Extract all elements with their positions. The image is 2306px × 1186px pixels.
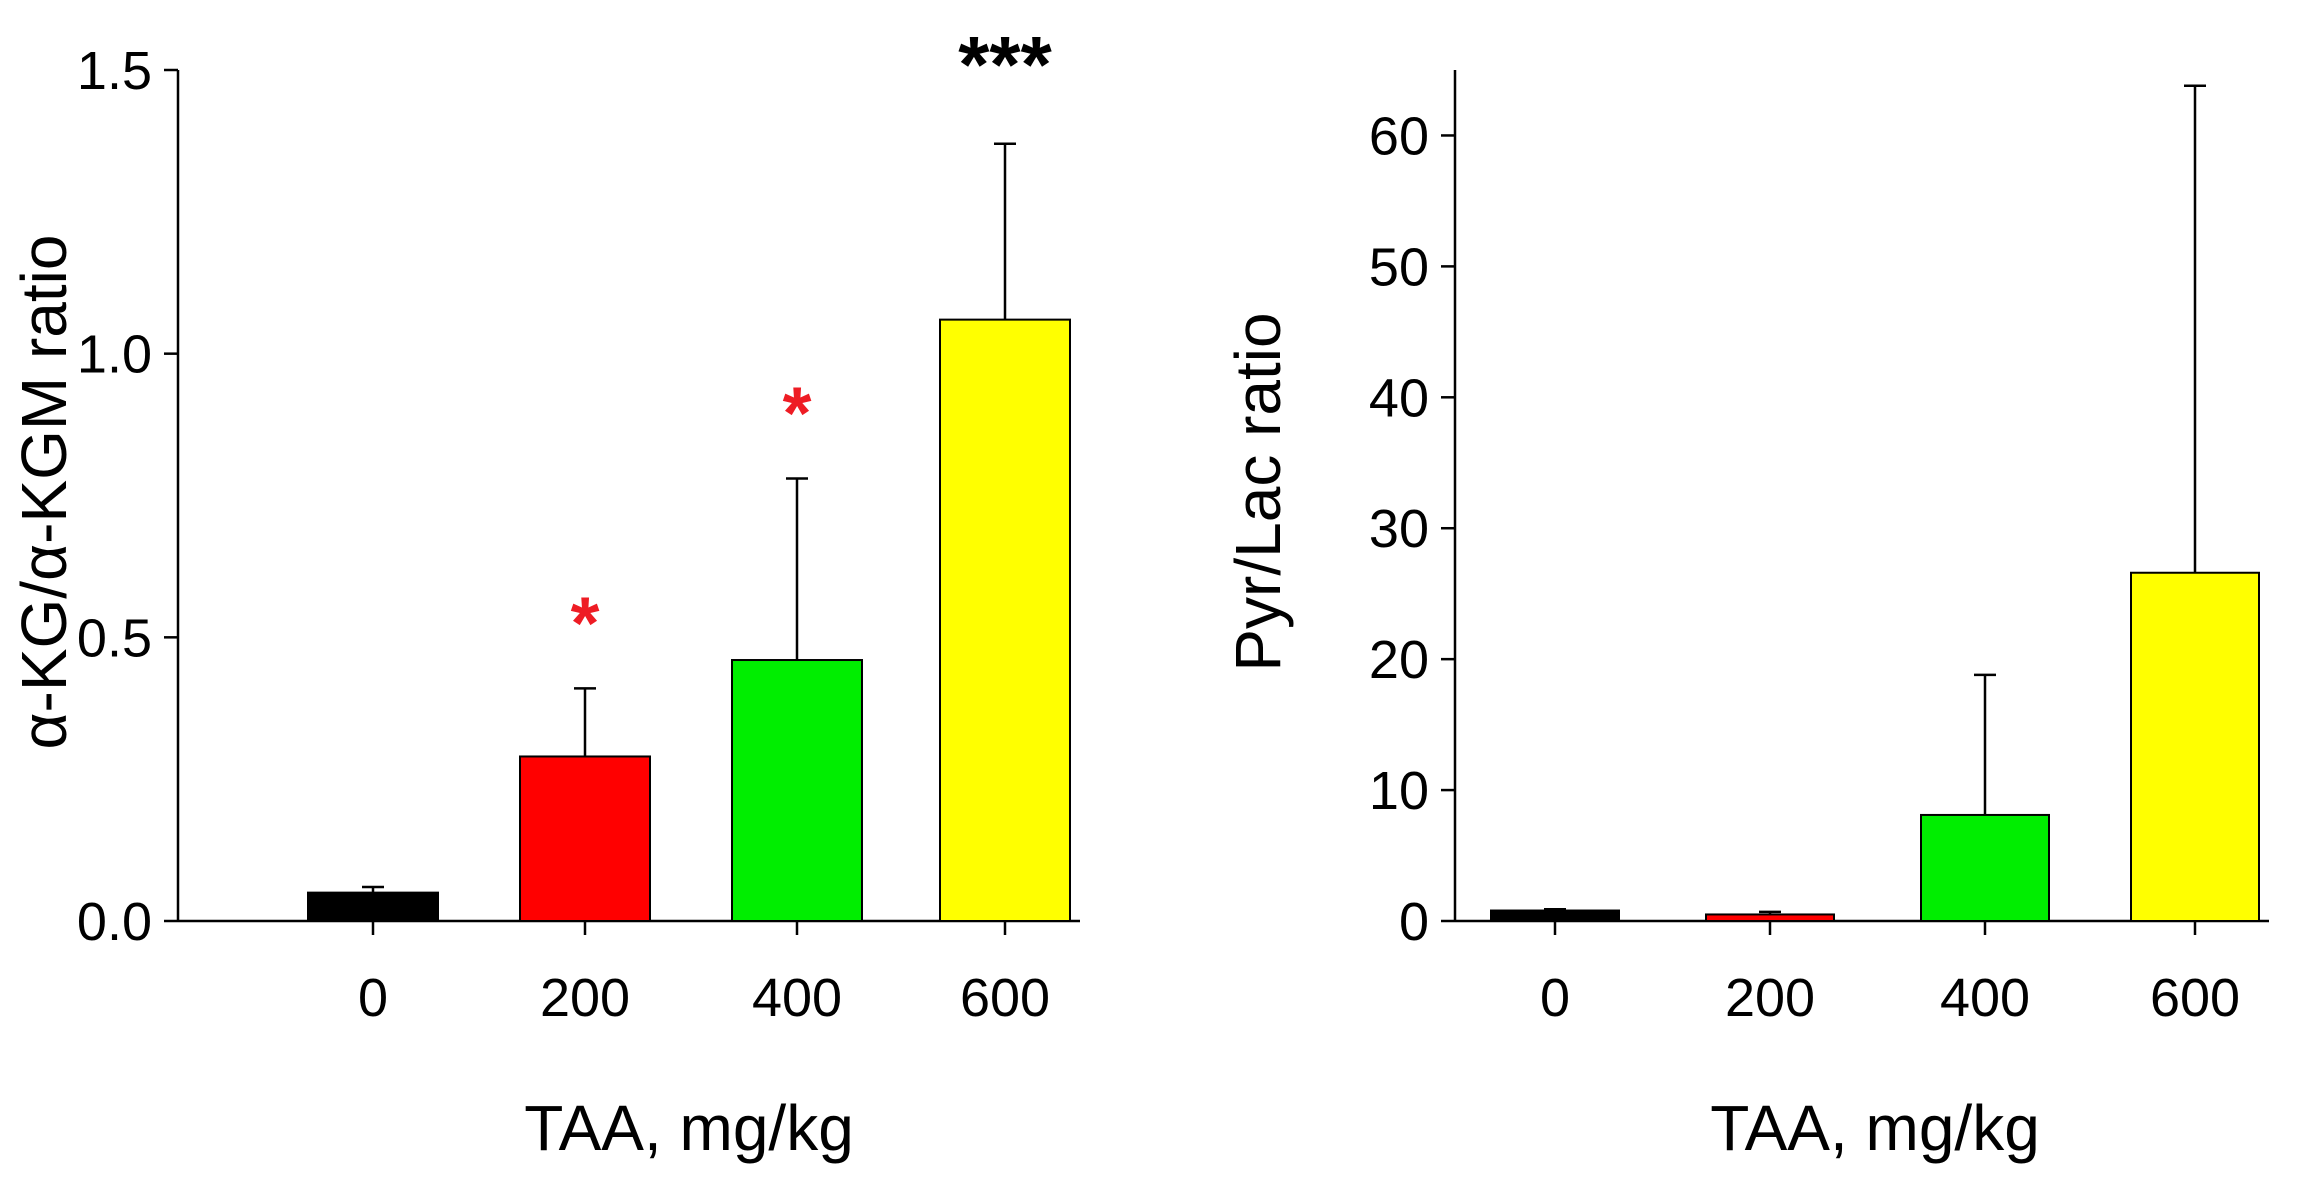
bar-200 xyxy=(519,755,651,922)
chart-alpha-kg-ratio: 0.00.51.01.50 200 400 600*****TAA, mg/kgα-K… xyxy=(8,20,1080,1164)
x-tick-label: 600 xyxy=(960,968,1050,1028)
y-tick-label: 0.0 xyxy=(77,892,152,952)
bar-0 xyxy=(307,891,439,923)
significance-marker: * xyxy=(783,371,812,454)
x-tick-label: 0 xyxy=(358,968,388,1028)
y-tick-label: 10 xyxy=(1369,761,1429,821)
bar-400 xyxy=(731,659,863,922)
x-tick-label: 400 xyxy=(752,968,842,1028)
y-tick-label: 1.5 xyxy=(77,41,152,101)
y-tick-label: 1.0 xyxy=(77,325,152,385)
x-tick-label: 600 xyxy=(2150,968,2240,1028)
x-tick-label: 200 xyxy=(1725,968,1815,1028)
y-tick-label: 50 xyxy=(1369,237,1429,297)
x-axis-title: TAA, mg/kg xyxy=(1710,1092,2040,1164)
y-tick-label: 60 xyxy=(1369,106,1429,166)
significance-marker: *** xyxy=(958,20,1052,109)
y-axis-title: Pyr/Lac ratio xyxy=(1222,312,1294,671)
y-tick-label: 0.5 xyxy=(77,608,152,668)
x-tick-label: 0 xyxy=(1540,968,1570,1028)
y-tick-label: 20 xyxy=(1369,630,1429,690)
x-axis-title: TAA, mg/kg xyxy=(524,1092,854,1164)
bar-400 xyxy=(1920,813,2050,923)
x-tick-label: 200 xyxy=(540,968,630,1028)
y-axis-title: α-KG/α-KGM ratio xyxy=(8,235,80,750)
y-tick-label: 40 xyxy=(1369,368,1429,428)
bar-600 xyxy=(2130,571,2260,922)
y-tick-label: 0 xyxy=(1399,892,1429,952)
significance-marker: * xyxy=(571,581,600,664)
bar-200 xyxy=(1705,913,1835,923)
bar-0 xyxy=(1490,909,1620,923)
bar-600 xyxy=(939,318,1071,923)
y-tick-label: 30 xyxy=(1369,499,1429,559)
x-tick-label: 400 xyxy=(1940,968,2030,1028)
